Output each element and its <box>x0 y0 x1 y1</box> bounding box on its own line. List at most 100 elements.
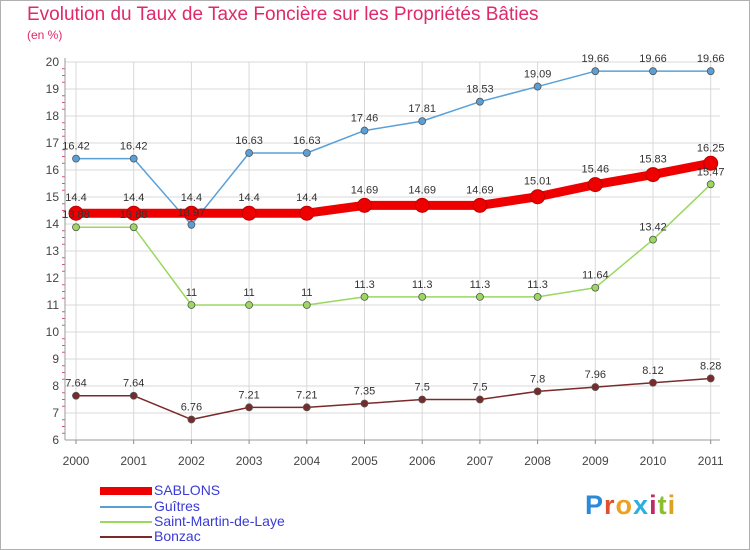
data-label-sablons: 14.4 <box>123 192 144 204</box>
data-label-saint-martin-de-laye: 11 <box>301 287 312 299</box>
data-label-gu-tres: 16.42 <box>120 141 148 153</box>
y-tick-label: 8 <box>52 379 59 393</box>
data-label-sablons: 14.4 <box>65 192 86 204</box>
data-label-saint-martin-de-laye: 11.64 <box>582 270 609 282</box>
data-point-sablons <box>587 177 603 193</box>
axes: 6 7 8 9 10 11 12 13 14 15 16 17 18 19 20 2000 2001 2002 20… <box>46 55 724 468</box>
data-point-sablons <box>472 197 488 213</box>
data-label-saint-martin-de-laye: 11 <box>186 287 197 299</box>
data-point-bonzac <box>72 391 80 400</box>
x-tick-label: 2004 <box>293 454 320 468</box>
data-label-sablons: 15.46 <box>582 164 610 176</box>
data-label-gu-tres: 19.66 <box>639 53 667 65</box>
data-point-saint-martin-de-laye <box>475 292 484 301</box>
y-tick-label: 18 <box>46 109 60 123</box>
data-label-bonzac: 6.76 <box>181 401 202 413</box>
data-label-sablons: 16.25 <box>697 142 725 154</box>
data-point-saint-martin-de-laye <box>533 292 542 301</box>
data-point-bonzac <box>187 415 196 424</box>
y-tick-label: 12 <box>46 271 60 285</box>
data-label-sablons: 15.01 <box>524 176 552 188</box>
legend-swatch <box>100 506 152 508</box>
x-tick-label: 2002 <box>178 454 205 468</box>
data-label-gu-tres: 16.63 <box>235 135 263 147</box>
data-point-gu-tres <box>302 149 311 157</box>
data-point-bonzac <box>706 374 715 383</box>
data-point-gu-tres <box>360 126 369 135</box>
data-label-bonzac: 7.64 <box>123 378 144 390</box>
data-label-bonzac: 7.5 <box>415 382 430 394</box>
data-point-sablons <box>241 205 257 221</box>
data-label-bonzac: 7.64 <box>65 378 86 390</box>
data-point-sablons <box>414 197 430 213</box>
data-label-gu-tres: 19.66 <box>697 53 725 65</box>
data-label-saint-martin-de-laye: 11.3 <box>354 279 375 291</box>
data-label-sablons: 14.69 <box>466 184 494 196</box>
data-point-saint-martin-de-laye <box>706 180 715 189</box>
data-point-gu-tres <box>706 67 715 76</box>
data-point-sablons <box>299 205 315 221</box>
y-tick-label: 14 <box>46 217 60 231</box>
legend-swatch <box>100 521 152 523</box>
data-label-saint-martin-de-laye: 15.47 <box>697 166 725 178</box>
data-point-gu-tres <box>533 82 542 91</box>
data-label-sablons: 14.4 <box>296 192 317 204</box>
legend-swatch <box>100 487 152 495</box>
data-label-bonzac: 7.5 <box>472 382 487 394</box>
data-label-gu-tres: 17.46 <box>351 113 379 125</box>
data-point-bonzac <box>475 395 484 404</box>
logo-letter: P <box>585 490 605 520</box>
data-point-bonzac <box>129 391 138 400</box>
proxiti-logo: Proxiti <box>585 490 676 521</box>
data-point-gu-tres <box>129 154 138 163</box>
legend-label: Saint-Martin-de-Laye <box>154 513 285 529</box>
data-point-gu-tres <box>72 154 80 163</box>
y-tick-label: 17 <box>46 136 60 150</box>
y-tick-label: 13 <box>46 244 60 258</box>
x-tick-label: 2010 <box>640 454 667 468</box>
data-point-gu-tres <box>245 149 254 157</box>
x-tick-label: 2008 <box>524 454 551 468</box>
data-point-gu-tres <box>649 67 657 76</box>
data-point-saint-martin-de-laye <box>129 223 138 232</box>
data-label-saint-martin-de-laye: 11 <box>243 287 254 299</box>
data-point-saint-martin-de-laye <box>72 223 80 232</box>
data-point-saint-martin-de-laye <box>187 301 196 309</box>
series-line-saint-martin-de-laye <box>75 183 712 306</box>
y-tick-label: 16 <box>46 163 60 177</box>
data-point-saint-martin-de-laye <box>649 235 657 244</box>
data-label-gu-tres: 17.81 <box>408 103 436 115</box>
data-label-gu-tres: 13.97 <box>178 207 206 219</box>
data-label-sablons: 14.69 <box>408 184 436 196</box>
data-label-bonzac: 8.12 <box>642 365 663 377</box>
data-point-saint-martin-de-laye <box>591 283 600 292</box>
data-label-sablons: 14.4 <box>238 192 259 204</box>
y-tick-label: 7 <box>52 406 59 420</box>
logo-letter: i <box>667 490 677 520</box>
data-point-sablons <box>126 205 142 221</box>
grid-lines <box>65 61 720 441</box>
x-tick-label: 2003 <box>236 454 263 468</box>
data-point-bonzac <box>245 403 254 412</box>
series-layer <box>68 67 719 424</box>
logo-letter: i <box>649 490 658 520</box>
x-tick-label: 2006 <box>409 454 436 468</box>
data-point-bonzac <box>360 399 369 408</box>
data-point-sablons <box>183 205 199 221</box>
series-line-sablons <box>71 158 716 218</box>
y-tick-label: 20 <box>46 55 60 69</box>
x-tick-label: 2011 <box>698 454 724 468</box>
y-tick-label: 11 <box>47 298 60 312</box>
data-point-bonzac <box>533 387 542 396</box>
y-tick-label: 15 <box>46 190 60 204</box>
x-tick-label: 2005 <box>351 454 378 468</box>
data-label-gu-tres: 19.66 <box>582 53 610 65</box>
series-line-bonzac <box>75 377 712 421</box>
data-point-saint-martin-de-laye <box>418 292 427 301</box>
data-point-gu-tres <box>475 97 484 106</box>
chart-title: Evolution du Taux de Taxe Foncière sur l… <box>27 4 539 25</box>
data-label-sablons: 15.83 <box>639 154 667 166</box>
data-label-saint-martin-de-laye: 11.3 <box>470 279 491 291</box>
data-label-saint-martin-de-laye: 11.3 <box>527 279 548 291</box>
